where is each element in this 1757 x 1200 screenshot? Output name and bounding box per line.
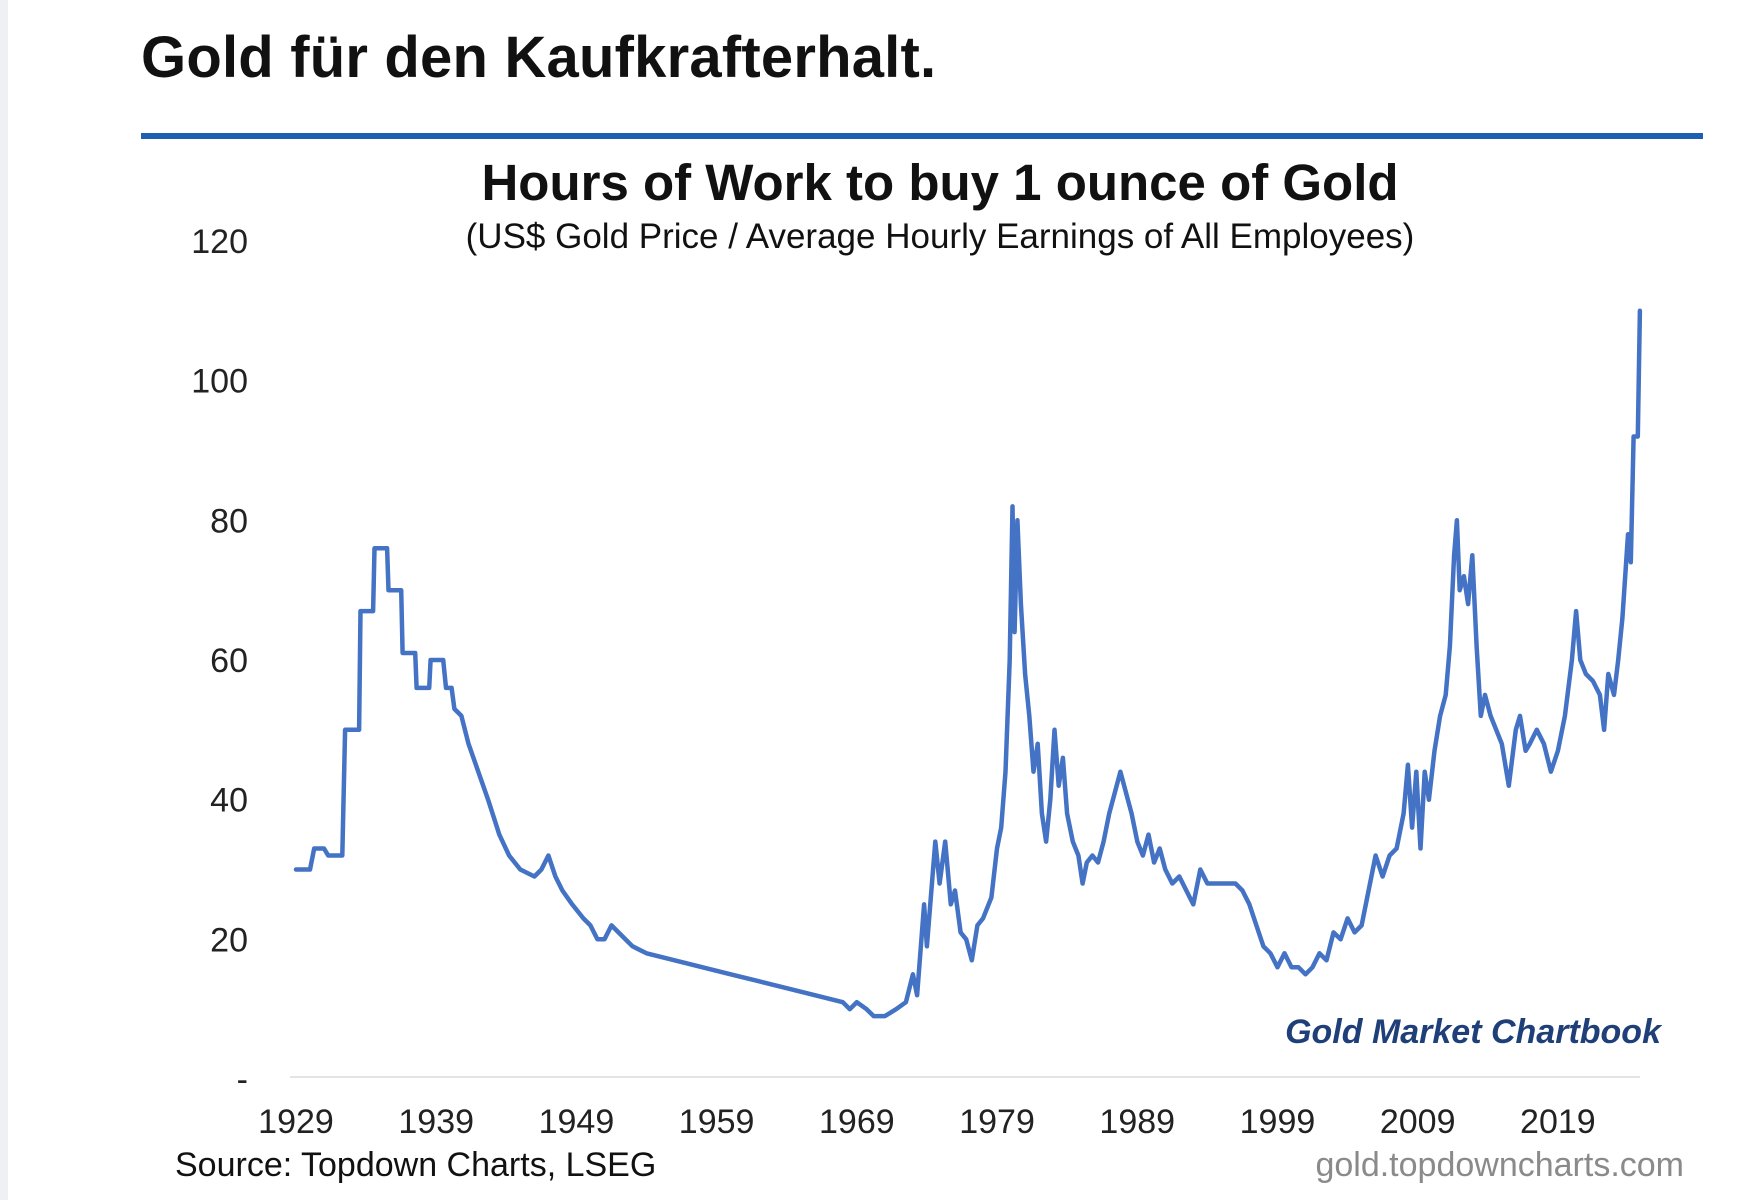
x-tick-label: 1959 (679, 1103, 755, 1141)
title-divider (141, 133, 1703, 139)
x-tick-label: 1969 (819, 1103, 895, 1141)
y-tick-label: 100 (191, 363, 248, 401)
page-title: Gold für den Kaufkrafterhalt. (141, 25, 937, 90)
brand-label: Gold Market Chartbook (1285, 1013, 1663, 1051)
source-label: Source: Topdown Charts, LSEG (175, 1146, 656, 1184)
y-tick-label: 120 (191, 223, 248, 261)
x-tick-label: 2019 (1520, 1103, 1596, 1141)
chart-title: Hours of Work to buy 1 ounce of Gold (481, 154, 1398, 211)
x-tick-label: 1979 (959, 1103, 1035, 1141)
x-tick-label: 1949 (539, 1103, 615, 1141)
y-tick-label: 40 (210, 782, 248, 820)
y-tick-label: 20 (210, 921, 248, 959)
left-edge-strip (0, 0, 8, 1200)
x-tick-label: 1989 (1099, 1103, 1175, 1141)
series-line (293, 308, 1643, 1019)
y-tick-label: 80 (210, 502, 248, 540)
chart-subtitle: (US$ Gold Price / Average Hourly Earning… (466, 217, 1415, 256)
x-tick-label: 1999 (1240, 1103, 1316, 1141)
x-axis-tick-labels: 1929 1939 1949 1959 1969 1979 1989 1999 2009 2019 (258, 1103, 1596, 1141)
y-tick-label: - (237, 1061, 248, 1099)
x-tick-label: 1939 (398, 1103, 474, 1141)
source-url-label: gold.topdowncharts.com (1315, 1146, 1684, 1184)
x-tick-label: 2009 (1380, 1103, 1456, 1141)
y-tick-label: 60 (210, 642, 248, 680)
y-axis-tick-labels: 120 100 80 60 40 20 - (191, 223, 248, 1099)
x-tick-label: 1929 (258, 1103, 334, 1141)
